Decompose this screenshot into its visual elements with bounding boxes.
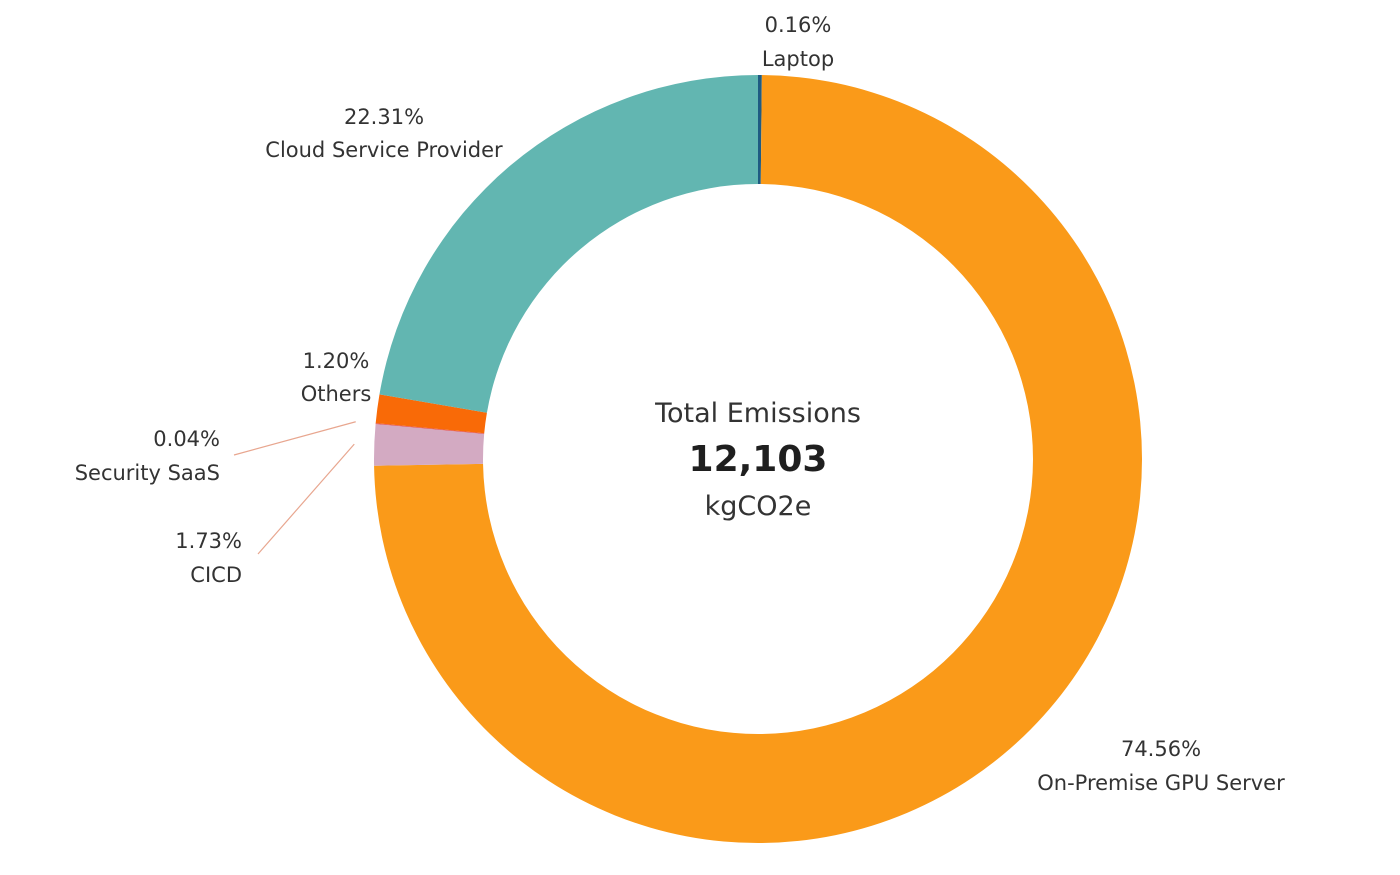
slice-cloud-service-provider: [379, 75, 758, 413]
label-security-saas-percent: 0.04%: [153, 427, 220, 451]
leader-lines: [233, 421, 356, 555]
label-cloud-service-provider-name: Cloud Service Provider: [265, 138, 503, 162]
label-others-name: Others: [301, 382, 372, 406]
leader-line-cicd: [257, 443, 355, 555]
center-title: Total Emissions: [654, 398, 861, 429]
label-on-premise-gpu-server: 74.56% On-Premise GPU Server: [1037, 737, 1285, 795]
label-cloud-service-provider-percent: 22.31%: [344, 105, 424, 129]
label-security-saas: 0.04% Security SaaS: [75, 427, 220, 485]
center-label: Total Emissions 12,103 kgCO2e: [654, 398, 861, 522]
label-security-saas-name: Security SaaS: [75, 461, 220, 485]
label-on-premise-gpu-server-name: On-Premise GPU Server: [1037, 771, 1285, 795]
slice-cicd: [374, 424, 485, 466]
label-others-percent: 1.20%: [303, 349, 370, 373]
label-laptop-name: Laptop: [762, 47, 834, 71]
label-cicd-percent: 1.73%: [175, 529, 242, 553]
label-on-premise-gpu-server-percent: 74.56%: [1121, 737, 1201, 761]
slice-others: [375, 394, 487, 434]
label-others: 1.20% Others: [301, 349, 372, 406]
label-cicd-name: CICD: [190, 563, 242, 587]
leader-line-security-saas: [233, 421, 356, 456]
label-laptop-percent: 0.16%: [765, 13, 832, 37]
total-emissions-unit: kgCO2e: [705, 491, 812, 522]
slice-laptop: [758, 75, 762, 185]
donut-slices: [374, 75, 1143, 843]
total-emissions-value: 12,103: [689, 439, 828, 480]
label-laptop: 0.16% Laptop: [762, 13, 834, 71]
label-cicd: 1.73% CICD: [175, 529, 242, 587]
slice-security-saas: [375, 423, 485, 434]
label-cloud-service-provider: 22.31% Cloud Service Provider: [265, 105, 503, 162]
